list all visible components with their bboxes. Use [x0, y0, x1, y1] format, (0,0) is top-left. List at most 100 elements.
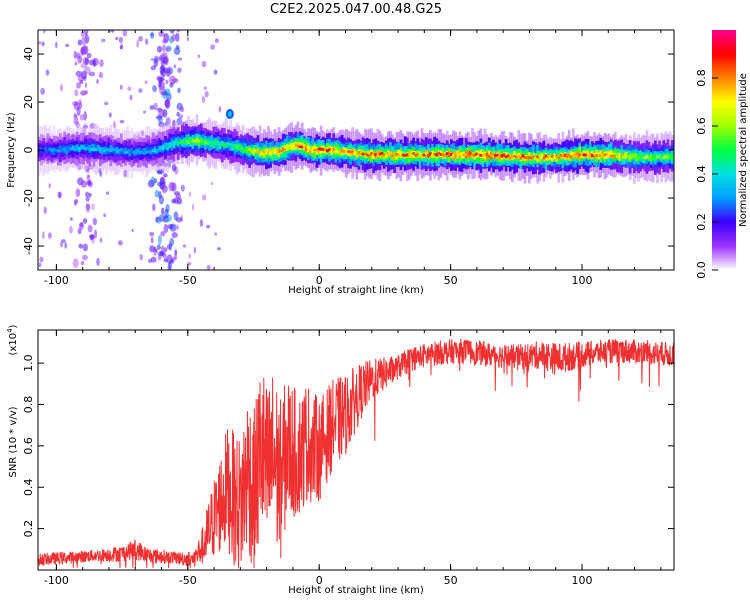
heatmap-ridge-cell	[584, 153, 588, 157]
heatmap-ridge-cell	[132, 151, 136, 154]
heatmap-ridge-cell	[485, 153, 489, 157]
heatmap-speckle	[131, 228, 134, 232]
heatmap-ridge-cell	[65, 146, 69, 155]
heatmap-speckle	[138, 88, 143, 93]
heatmap-ridge-cell	[311, 150, 315, 153]
heatmap-speckle	[84, 32, 88, 37]
heatmap-ridge-cell	[239, 146, 243, 150]
heatmap-ridge-cell	[506, 154, 510, 158]
heatmap-ridge-cell	[490, 154, 493, 157]
heatmap-ridge-cell	[471, 153, 474, 157]
heatmap-ridge-cell	[494, 154, 497, 157]
heatmap-speckle	[139, 253, 143, 261]
heatmap-ridge-cell	[300, 142, 304, 149]
heatmap-ridge-cell	[317, 147, 321, 151]
heatmap-ridge-cell	[639, 156, 643, 159]
heatmap-ridge-cell	[412, 152, 415, 155]
spectrogram-y-tick-label: 0	[22, 147, 35, 154]
heatmap-ridge-cell	[153, 148, 157, 153]
heatmap-ridge-cell	[88, 148, 92, 151]
heatmap-ridge-cell	[365, 153, 369, 157]
heatmap-speckle	[39, 256, 44, 263]
heatmap-speckle	[119, 84, 123, 90]
heatmap-speckle	[122, 30, 128, 37]
heatmap-ridge-cell	[107, 149, 111, 152]
spectrogram-y-tick-label: 20	[22, 95, 35, 109]
heatmap-ridge-cell	[267, 147, 270, 156]
colorbar-tick-label: 0.0	[695, 261, 708, 279]
heatmap-ridge-cell	[498, 153, 502, 157]
heatmap-speckle	[99, 171, 103, 177]
heatmap-speckle	[175, 194, 180, 202]
heatmap-ridge-cell	[258, 150, 262, 154]
heatmap-ridge-cell	[98, 148, 102, 151]
heatmap-speckle	[164, 208, 169, 219]
heatmap-speckle	[99, 237, 103, 243]
heatmap-ridge-cell	[212, 140, 216, 149]
heatmap-ridge-cell	[103, 149, 106, 152]
heatmap-ridge-cell	[246, 147, 249, 151]
heatmap-ridge-cell	[260, 151, 264, 156]
snr-x-ticks: -100 -50 0 50 100	[44, 330, 662, 587]
heatmap-speckle	[188, 253, 191, 259]
heatmap-ridge-cell	[344, 151, 348, 155]
heatmap-ridge-cell	[349, 150, 352, 154]
heatmap-ridge-cell	[641, 156, 645, 159]
heatmap-ridge-cell	[311, 146, 315, 153]
heatmap-blob	[227, 111, 232, 117]
heatmap-speckle	[172, 119, 176, 128]
heatmap-ridge-cell	[199, 138, 203, 142]
heatmap-speckle	[129, 94, 133, 101]
heatmap-ridge-cell	[145, 146, 148, 154]
heatmap-ridge-cell	[241, 148, 245, 152]
heatmap-ridge-cell	[551, 155, 554, 162]
heatmap-ridge-cell	[113, 148, 117, 152]
heatmap-speckle	[88, 71, 96, 77]
heatmap-ridge-cell	[187, 137, 190, 144]
heatmap-ridge-cell	[122, 149, 125, 153]
heatmap-ridge-cell	[616, 155, 619, 159]
heatmap-ridge-cell	[458, 152, 462, 156]
snr-x-tick-label: -100	[44, 574, 69, 587]
heatmap-ridge-cell	[92, 143, 96, 152]
heatmap-speckle	[171, 78, 176, 84]
heatmap-speckle	[173, 253, 178, 260]
heatmap-speckle	[167, 160, 172, 168]
heatmap-ridge-cell	[534, 157, 537, 160]
heatmap-ridge-cell	[277, 149, 281, 158]
heatmap-ridge-cell	[649, 157, 653, 160]
heatmap-ridge-cell	[292, 146, 296, 149]
heatmap-ridge-cell	[321, 148, 325, 151]
heatmap-speckle	[201, 95, 205, 104]
heatmap-speckle	[73, 101, 80, 111]
heatmap-ridge-cell	[538, 155, 542, 158]
heatmap-ridge-cell	[218, 143, 222, 147]
heatmap-speckle	[88, 192, 92, 198]
heatmap-speckle	[169, 223, 177, 232]
heatmap-ridge-cell	[450, 152, 453, 156]
heatmap-ridge-cell	[487, 150, 491, 158]
heatmap-speckle	[201, 194, 207, 201]
heatmap-ridge-cell	[309, 146, 312, 155]
heatmap-ridge-cell	[429, 152, 432, 156]
heatmap-ridge-cell	[597, 154, 600, 157]
heatmap-ridge-cell	[633, 154, 636, 158]
heatmap-speckle	[163, 258, 168, 263]
snr-y-multiplier-exponent: 4	[6, 328, 14, 333]
heatmap-ridge-cell	[117, 148, 121, 152]
snr-y-tick-label: 1.0	[22, 354, 35, 372]
heatmap-ridge-cell	[191, 139, 195, 143]
heatmap-ridge-cell	[519, 156, 523, 160]
heatmap-speckle	[85, 196, 90, 202]
heatmap-speckle	[104, 101, 109, 106]
heatmap-speckle	[76, 52, 81, 59]
heatmap-ridge-cell	[145, 151, 148, 154]
heatmap-ridge-cell	[180, 139, 184, 147]
heatmap-speckle	[199, 219, 204, 227]
heatmap-ridge-cell	[77, 147, 81, 151]
heatmap-ridge-cell	[56, 149, 60, 153]
heatmap-ridge-cell	[479, 149, 483, 158]
heatmap-ridge-cell	[609, 154, 613, 158]
heatmap-ridge-cell	[208, 141, 212, 145]
